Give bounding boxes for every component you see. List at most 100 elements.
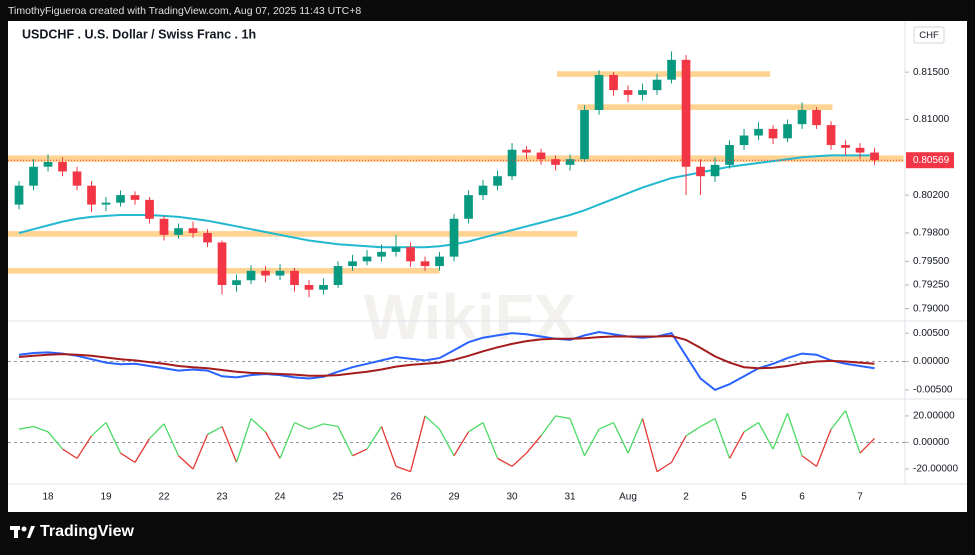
candle-body: [507, 149, 517, 177]
y-tick-label: 0.00000: [913, 356, 950, 367]
candle-body: [449, 218, 459, 257]
oscillator-segment: [33, 425, 49, 433]
zone: [8, 231, 578, 237]
x-tick-label: 5: [741, 492, 747, 503]
oscillator-segment: [192, 434, 209, 470]
candle-body: [696, 166, 705, 177]
candle-body: [319, 284, 328, 290]
candle-body: [725, 144, 734, 165]
x-tick-label: 25: [332, 492, 344, 503]
currency-box: [913, 26, 945, 44]
candle-body: [145, 199, 154, 219]
oscillator-segment: [337, 426, 354, 457]
candle-body: [174, 228, 183, 235]
footer-logo: [10, 526, 35, 538]
oscillator-segment: [844, 410, 861, 454]
oscillator-segment: [468, 422, 484, 433]
candle-body: [420, 261, 430, 267]
candle-body: [681, 59, 691, 167]
oscillator-segment: [772, 413, 789, 450]
candle-body: [391, 247, 401, 252]
candle-body: [275, 270, 285, 276]
oscillator-segment: [859, 438, 876, 454]
oscillator-segment: [308, 423, 324, 430]
candle-body: [768, 128, 778, 139]
y-tick-label: 0.81500: [913, 67, 950, 78]
y-tick-label: 0.79250: [913, 280, 950, 291]
oscillator-segment: [555, 415, 571, 420]
oscillator-segment: [134, 438, 151, 463]
candle-body: [203, 232, 212, 243]
oscillator-segment: [163, 423, 180, 456]
oscillator-segment: [438, 428, 455, 457]
x-tick-label: 29: [448, 492, 460, 503]
oscillator-segment: [482, 422, 499, 459]
x-tick-label: 31: [564, 492, 576, 503]
oscillator-segment: [497, 457, 513, 467]
oscillator-segment: [380, 426, 397, 467]
oscillator-segment: [656, 461, 672, 473]
indicator-line: [18, 334, 875, 377]
oscillator-segment: [47, 431, 64, 450]
candle-body: [304, 284, 314, 290]
candle-body: [261, 270, 270, 276]
last-price-label: 0.80569: [913, 155, 950, 166]
candle-body: [72, 171, 82, 186]
candle-body: [406, 247, 415, 262]
y-tick-label: 0.00000: [913, 437, 950, 448]
candle-body: [551, 159, 560, 165]
indicator-line: [18, 330, 875, 392]
candle-body: [667, 59, 676, 80]
candle-body: [130, 195, 140, 200]
oscillator-segment: [612, 422, 629, 454]
candle-body: [116, 195, 125, 203]
oscillator-segment: [815, 428, 832, 467]
x-tick-label: 2: [683, 492, 689, 503]
candle-body: [14, 185, 24, 205]
oscillator-segment: [62, 448, 78, 459]
x-tick-label: 18: [42, 492, 54, 503]
y-tick-label: 0.79500: [913, 256, 950, 267]
candle-body: [333, 266, 343, 285]
x-tick-label: 30: [506, 492, 518, 503]
oscillator-segment: [323, 423, 339, 428]
chart-title: USDCHF . U.S. Dollar / Swiss Franc . 1h: [22, 27, 256, 41]
oscillator-segment: [352, 448, 368, 457]
oscillator-segment: [511, 452, 527, 467]
y-tick-label: 0.79800: [913, 228, 950, 239]
oscillator-segment: [294, 421, 310, 430]
footer-brand: TradingView: [40, 523, 135, 540]
oscillator-segment: [583, 428, 600, 457]
oscillator-segment: [670, 435, 687, 463]
x-tick-label: 23: [216, 492, 228, 503]
oscillator-segment: [149, 423, 165, 439]
oscillator-segment: [801, 455, 817, 467]
oscillator-segment: [714, 418, 731, 459]
y-tick-label: 0.79000: [913, 303, 950, 314]
zone: [556, 71, 771, 77]
candle-body: [536, 152, 546, 160]
oscillator-segment: [526, 435, 542, 454]
candle-body: [58, 162, 67, 172]
oscillator-segment: [279, 422, 296, 459]
x-tick-label: 19: [100, 492, 112, 503]
oscillator-segment: [250, 418, 266, 433]
candle-body: [594, 74, 604, 110]
y-tick-label: 0.80200: [913, 190, 950, 201]
candle-body: [580, 109, 589, 160]
candle-body: [362, 256, 372, 262]
candle-body: [478, 185, 488, 196]
candle-body: [87, 185, 96, 205]
oscillator-segment: [453, 431, 470, 457]
candle-body: [246, 270, 256, 281]
y-tick-label: 0.81000: [913, 114, 950, 125]
moving-average: [18, 154, 875, 249]
oscillator-segment: [786, 413, 803, 456]
oscillator-segment: [76, 435, 93, 459]
y-tick-label: -20.00000: [913, 464, 958, 475]
candle-body: [493, 176, 502, 186]
candle-body: [522, 149, 531, 153]
candle-body: [797, 109, 807, 125]
candle-body: [710, 164, 720, 177]
